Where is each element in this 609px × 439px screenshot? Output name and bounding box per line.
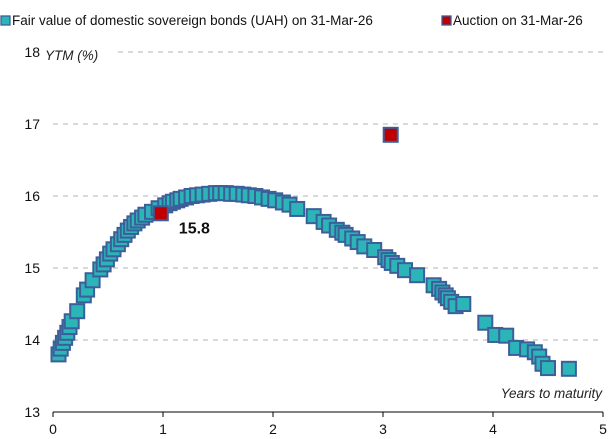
x-tick-label: 0	[49, 421, 57, 437]
fair-value-point	[69, 303, 86, 320]
auction-point	[382, 126, 399, 143]
x-axis-label: Years to maturity	[501, 386, 604, 401]
axes	[52, 411, 604, 417]
y-axis-label: YTM (%)	[45, 48, 98, 63]
y-tick-label: 16	[24, 188, 40, 204]
y-tick-label: 14	[24, 332, 40, 348]
fair-value-point	[498, 327, 515, 344]
legend-label-auction: Auction on 31-Mar-26	[453, 13, 583, 28]
fair-value-point	[477, 314, 494, 331]
data-label: 15.8	[179, 220, 210, 237]
y-tick-label: 17	[24, 116, 40, 132]
x-tick-label: 3	[379, 421, 387, 437]
auction-point	[152, 205, 169, 222]
x-tick-label: 4	[489, 421, 497, 437]
x-tick-label: 5	[599, 421, 607, 437]
fair-value-point	[560, 360, 577, 377]
x-tick-labels: 0 1 2 3 4 5	[49, 421, 607, 437]
fair-value-point	[455, 296, 472, 312]
x-tick-label: 2	[269, 421, 277, 437]
y-tick-label: 18	[24, 44, 40, 60]
legend-swatch-fair-value	[0, 15, 11, 26]
gridlines	[53, 51, 603, 341]
fair-value-point	[540, 360, 556, 377]
x-tick-label: 1	[159, 421, 167, 437]
fair-value-point	[289, 200, 306, 217]
fair-value-point	[409, 267, 426, 284]
annotations: 15.8	[179, 220, 210, 237]
y-tick-labels: 13 14 15 16 17 18	[24, 44, 40, 420]
data-markers	[50, 126, 577, 377]
legend: Fair value of domestic sovereign bonds (…	[0, 13, 583, 28]
y-tick-label: 15	[24, 260, 40, 276]
y-tick-label: 13	[24, 404, 40, 420]
legend-label-fair-value: Fair value of domestic sovereign bonds (…	[12, 13, 373, 28]
legend-swatch-auction	[441, 15, 452, 26]
